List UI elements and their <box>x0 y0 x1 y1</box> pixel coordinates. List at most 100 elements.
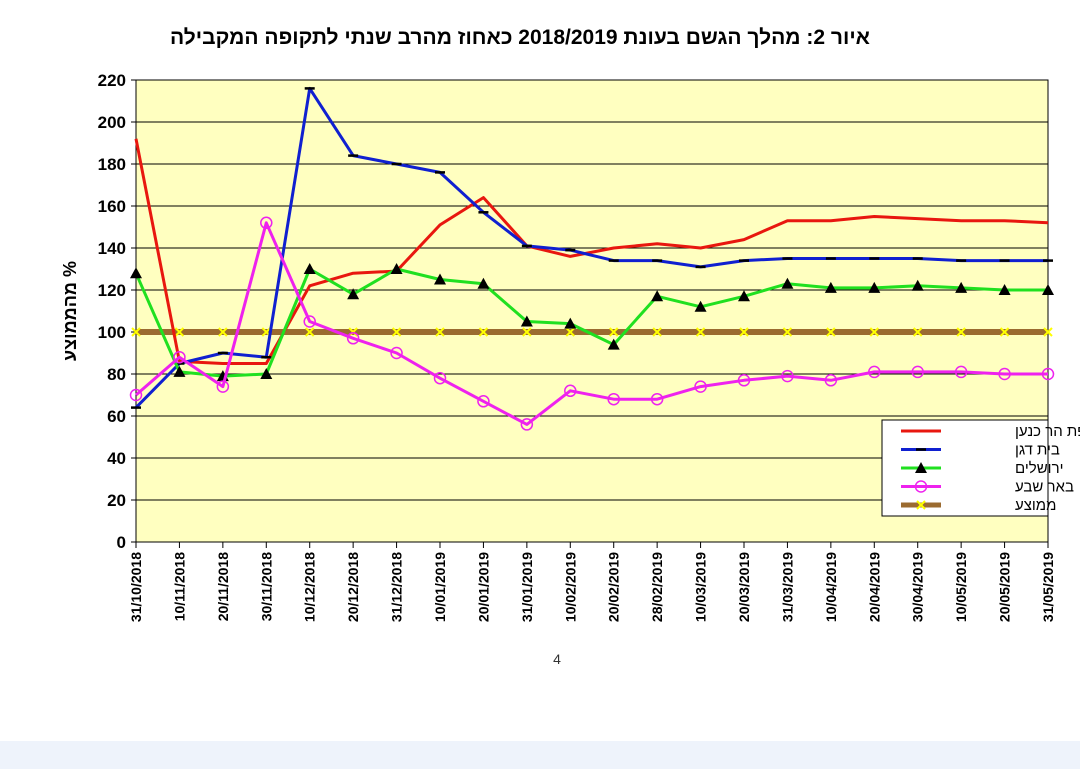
y-tick-label: 160 <box>98 197 126 216</box>
x-tick-label: 20/03/2019 <box>736 552 752 622</box>
data-point <box>173 350 186 364</box>
series-line <box>134 267 1048 378</box>
x-tick-label: 10/02/2019 <box>562 552 578 622</box>
data-point <box>1042 284 1054 295</box>
y-tick-label: 20 <box>107 491 126 510</box>
data-point <box>651 290 664 302</box>
legend-item: בית דגן <box>901 442 1060 459</box>
data-point <box>131 327 141 337</box>
data-point <box>520 418 534 431</box>
data-point <box>173 365 186 377</box>
series-line <box>134 86 1048 409</box>
legend-item: ממוצע <box>901 497 1056 514</box>
data-point <box>520 315 533 327</box>
data-point <box>435 327 445 337</box>
x-tick-label: 20/12/2018 <box>345 552 361 622</box>
y-tick-label: 40 <box>107 449 126 468</box>
series-layer <box>129 86 1055 431</box>
data-point <box>391 327 402 337</box>
legend-label: באר שבע <box>1015 479 1074 496</box>
x-tick-label: 20/05/2019 <box>997 552 1013 622</box>
y-tick-label: 140 <box>98 239 126 258</box>
y-tick-label: 180 <box>98 155 126 174</box>
data-point <box>911 279 924 291</box>
data-point <box>390 263 403 274</box>
x-tick-label: 10/11/2018 <box>171 552 187 622</box>
data-point <box>694 380 707 393</box>
data-point <box>916 500 926 510</box>
data-point <box>303 263 316 274</box>
data-point <box>564 384 577 398</box>
series-bet-dagan <box>131 86 1053 409</box>
chart-title: איור 2: מהלך הגשם בעונת 2018/2019 כאחוז … <box>170 26 870 49</box>
y-tick-label: 120 <box>98 281 126 300</box>
data-point <box>478 327 489 337</box>
legend-label: ממוצע <box>1015 497 1056 514</box>
data-point <box>738 290 750 302</box>
data-point <box>609 327 619 337</box>
data-point <box>390 346 403 360</box>
legend-item: צפת הר כנען <box>901 423 1080 440</box>
x-tick-label: 20/11/2018 <box>215 552 231 622</box>
data-point <box>1041 367 1055 381</box>
x-axis-ticks: 31/10/2018 10/11/2018 20/11/2018 30/11/2018… <box>128 542 1056 622</box>
data-point <box>305 327 315 337</box>
data-point <box>737 374 751 387</box>
data-point <box>694 300 707 312</box>
data-point <box>956 327 966 337</box>
x-tick-label: 10/04/2019 <box>823 552 839 622</box>
data-point <box>868 281 881 293</box>
data-point <box>348 327 358 337</box>
data-point <box>824 281 837 293</box>
data-point <box>781 277 794 289</box>
x-tick-label: 28/02/2019 <box>649 552 665 622</box>
series-jerusalem <box>130 263 1054 382</box>
x-tick-label: 30/04/2019 <box>910 552 926 622</box>
bottom-bar <box>0 741 1080 769</box>
data-point <box>999 327 1010 337</box>
data-point <box>174 327 185 337</box>
data-point <box>522 327 532 337</box>
legend-item: ירושלים <box>901 460 1063 477</box>
x-tick-label: 20/04/2019 <box>866 552 882 622</box>
data-point <box>477 395 490 408</box>
x-tick-label: 31/12/2018 <box>389 552 405 622</box>
data-point <box>869 327 879 337</box>
series-beer-sheva <box>129 216 1055 431</box>
data-point <box>564 317 577 329</box>
x-tick-label: 20/01/2019 <box>475 552 491 622</box>
data-point <box>739 327 749 337</box>
x-tick-label: 10/03/2019 <box>693 552 709 622</box>
x-tick-label: 10/12/2018 <box>302 552 318 622</box>
x-tick-label: 31/03/2019 <box>779 552 795 622</box>
data-point <box>260 216 273 230</box>
data-point <box>260 368 273 379</box>
data-point <box>346 332 360 345</box>
data-point <box>998 284 1011 295</box>
data-point <box>434 273 446 285</box>
y-axis-label: % מהממוצע <box>60 261 80 361</box>
data-point <box>914 480 928 493</box>
data-point <box>216 380 230 393</box>
data-point <box>347 288 360 300</box>
data-point <box>695 327 706 337</box>
data-point <box>782 327 793 337</box>
data-point <box>954 365 968 379</box>
x-tick-label: 31/10/2018 <box>128 552 144 622</box>
y-tick-label: 100 <box>98 323 126 342</box>
x-tick-label: 10/01/2019 <box>432 552 448 622</box>
legend-label: בית דגן <box>1015 442 1060 459</box>
rainfall-chart: איור 2: מהלך הגשם בעונת 2018/2019 כאחוז … <box>60 26 1080 667</box>
data-point <box>868 365 881 379</box>
data-point <box>129 388 143 402</box>
data-point <box>911 365 924 379</box>
x-tick-label: 30/11/2018 <box>258 552 274 622</box>
data-point <box>826 327 836 337</box>
x-tick-label: 20/02/2019 <box>606 552 622 622</box>
data-point <box>607 338 620 350</box>
data-point <box>565 327 575 337</box>
data-point <box>955 281 968 293</box>
legend-item: באר שבע <box>901 479 1074 496</box>
data-point <box>781 369 794 383</box>
data-point <box>998 367 1011 381</box>
